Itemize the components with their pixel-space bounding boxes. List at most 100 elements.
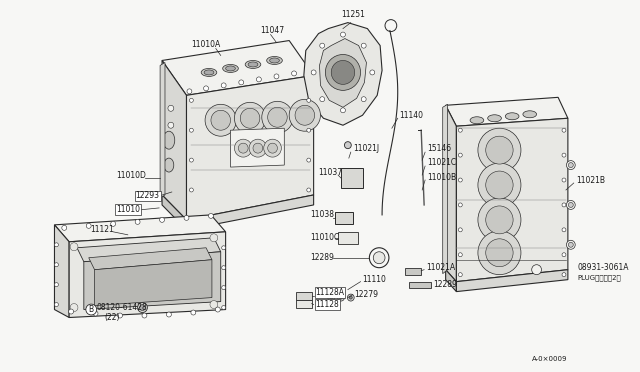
Circle shape xyxy=(307,128,310,132)
Polygon shape xyxy=(230,128,284,167)
Circle shape xyxy=(221,286,226,290)
Text: 11010C: 11010C xyxy=(310,233,339,242)
Circle shape xyxy=(118,313,122,318)
Circle shape xyxy=(458,128,462,132)
Circle shape xyxy=(239,80,244,85)
Circle shape xyxy=(568,202,573,208)
Polygon shape xyxy=(160,62,165,198)
Circle shape xyxy=(184,215,189,220)
Polygon shape xyxy=(162,195,186,230)
Circle shape xyxy=(210,234,218,242)
Circle shape xyxy=(478,163,521,207)
Circle shape xyxy=(320,97,324,102)
Text: 12289: 12289 xyxy=(433,280,457,289)
Circle shape xyxy=(562,273,566,277)
Circle shape xyxy=(562,228,566,232)
Circle shape xyxy=(54,302,58,307)
Ellipse shape xyxy=(164,158,174,172)
Circle shape xyxy=(268,107,287,127)
Circle shape xyxy=(289,99,321,131)
Circle shape xyxy=(70,243,78,251)
Ellipse shape xyxy=(163,131,175,149)
Circle shape xyxy=(221,266,226,270)
Circle shape xyxy=(187,89,192,94)
Circle shape xyxy=(249,139,267,157)
Ellipse shape xyxy=(488,115,501,122)
Ellipse shape xyxy=(506,113,519,120)
Polygon shape xyxy=(445,105,456,282)
Text: (22): (22) xyxy=(104,313,120,322)
Text: 11010: 11010 xyxy=(116,205,140,214)
Circle shape xyxy=(159,217,164,222)
Polygon shape xyxy=(456,270,568,292)
Circle shape xyxy=(70,304,78,311)
Circle shape xyxy=(340,296,342,299)
Circle shape xyxy=(373,252,385,264)
Circle shape xyxy=(332,61,355,84)
Circle shape xyxy=(370,70,375,75)
Circle shape xyxy=(189,98,193,102)
Ellipse shape xyxy=(204,70,214,75)
Text: 15146: 15146 xyxy=(427,144,451,153)
Ellipse shape xyxy=(269,58,280,63)
Circle shape xyxy=(458,228,462,232)
Text: 11010D: 11010D xyxy=(116,170,146,180)
Circle shape xyxy=(458,203,462,207)
Circle shape xyxy=(562,153,566,157)
Circle shape xyxy=(486,136,513,164)
Circle shape xyxy=(240,108,260,128)
Polygon shape xyxy=(162,61,186,220)
Circle shape xyxy=(142,313,147,318)
Circle shape xyxy=(478,128,521,172)
Circle shape xyxy=(478,198,521,242)
Circle shape xyxy=(307,98,310,102)
Circle shape xyxy=(54,243,58,247)
Circle shape xyxy=(209,214,213,218)
Circle shape xyxy=(307,188,310,192)
Ellipse shape xyxy=(470,117,484,124)
Polygon shape xyxy=(54,225,69,318)
Circle shape xyxy=(189,128,193,132)
Polygon shape xyxy=(443,104,447,274)
Text: 11251: 11251 xyxy=(341,10,365,19)
Polygon shape xyxy=(296,292,312,299)
Circle shape xyxy=(257,77,261,82)
Text: 11021B: 11021B xyxy=(576,176,605,185)
Circle shape xyxy=(238,143,248,153)
Ellipse shape xyxy=(223,64,238,73)
Circle shape xyxy=(340,32,346,37)
Text: 11140: 11140 xyxy=(400,111,424,120)
Polygon shape xyxy=(341,168,362,188)
Circle shape xyxy=(140,305,145,311)
Polygon shape xyxy=(304,23,382,125)
Polygon shape xyxy=(296,299,312,308)
Circle shape xyxy=(486,239,513,267)
Polygon shape xyxy=(186,195,314,230)
Circle shape xyxy=(62,225,67,230)
Circle shape xyxy=(320,43,324,48)
Polygon shape xyxy=(335,212,353,224)
Text: 08120-61428: 08120-61428 xyxy=(97,303,147,312)
Circle shape xyxy=(93,311,98,316)
Polygon shape xyxy=(319,39,367,107)
Polygon shape xyxy=(162,41,314,95)
Text: 11128: 11128 xyxy=(316,300,339,309)
Circle shape xyxy=(138,302,147,312)
Circle shape xyxy=(361,43,366,48)
Text: 11021J: 11021J xyxy=(353,144,379,153)
Circle shape xyxy=(191,310,196,315)
Circle shape xyxy=(111,221,116,226)
Circle shape xyxy=(562,128,566,132)
Circle shape xyxy=(486,171,513,199)
Circle shape xyxy=(458,273,462,277)
Circle shape xyxy=(330,296,333,299)
Text: A-0×0009: A-0×0009 xyxy=(532,356,568,362)
Polygon shape xyxy=(84,252,221,310)
Circle shape xyxy=(68,309,74,314)
Circle shape xyxy=(562,178,566,182)
Circle shape xyxy=(292,71,296,76)
Text: 12279: 12279 xyxy=(355,290,379,299)
Circle shape xyxy=(349,296,352,299)
Circle shape xyxy=(568,163,573,167)
Circle shape xyxy=(458,178,462,182)
